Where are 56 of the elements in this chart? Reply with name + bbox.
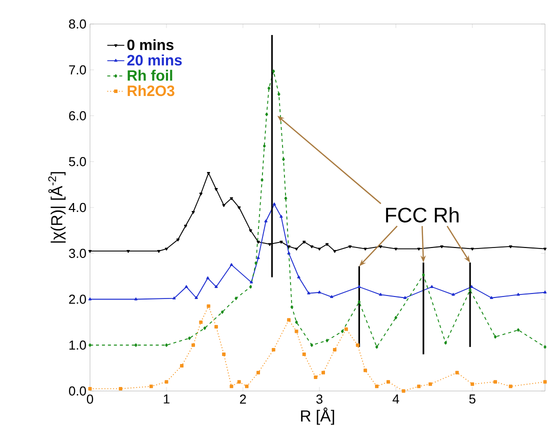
point [494,380,498,384]
point [508,384,512,388]
point [164,380,168,384]
point [287,318,291,322]
x-tick-label: 4 [392,394,400,404]
point [272,348,276,352]
y-tick-label: 7.0 [69,65,86,74]
point [375,384,379,388]
point [118,386,122,390]
x-tick-label: 5 [469,394,476,404]
point [230,384,234,388]
y-tick-label: 0.0 [68,386,86,396]
point [199,320,203,324]
point [344,327,348,331]
point [321,370,325,374]
point [428,382,432,386]
point [470,382,474,386]
point [206,304,210,308]
point [222,352,226,356]
x-tick-label: 3 [316,394,322,404]
point [314,375,318,379]
legend-label: 0 mins [127,39,174,50]
point [402,389,406,393]
x-tick-label: 1 [164,394,170,404]
legend-label: 20 mins [127,54,182,66]
legend-label: Rh2O3 [128,85,174,96]
point [256,370,260,374]
legend-label: Rh foil [128,70,172,81]
x-tick-label: 0 [86,394,94,404]
point [294,330,298,334]
point [417,384,421,388]
y-tick-label: 4.0 [68,202,86,212]
x-tick-label: 2 [240,394,246,404]
point [88,386,92,390]
point [386,380,390,384]
point [237,380,241,384]
point [149,384,153,388]
point [245,384,249,388]
y-tick-label: 6.0 [69,111,86,120]
y-tick-label: 3.0 [68,248,86,258]
y-axis-title: |χ(R)| [Å$^{-2}$] [48,172,66,243]
x-axis-title: R [Å] [301,408,334,425]
point [302,352,306,356]
point [191,343,195,347]
point [332,348,336,352]
point [214,325,218,329]
y-tick-label: 1.0 [69,340,86,350]
y-tick-label: 8.0 [69,19,86,29]
y-tick-label: 2.0 [69,294,86,304]
point [356,343,360,347]
point [455,370,459,374]
point [180,364,184,368]
point [364,368,368,372]
point [543,380,547,384]
y-tick-label: 5.0 [68,157,86,166]
annotation: FCC Rh [386,207,459,223]
